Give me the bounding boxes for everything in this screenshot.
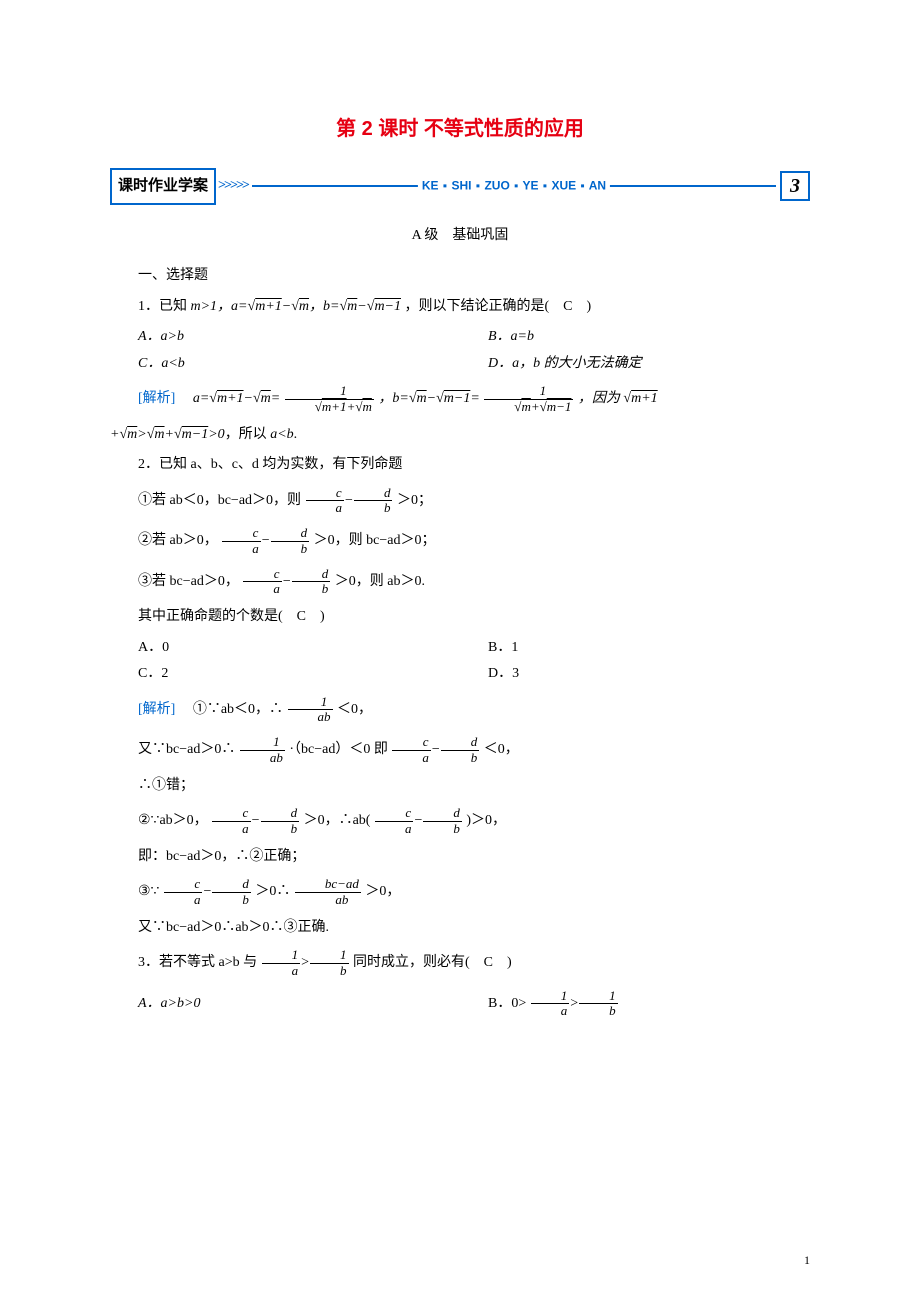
q2-a2-mid: ·（bc−ad）＜0 即 [289,742,388,757]
q2-a4-post: )＞0， [466,813,506,828]
pinyin-an: AN [589,179,606,193]
section-1-heading: 一、选择题 [110,263,810,290]
q2-a2-post: ＜0， [484,742,519,757]
q1-math: m>1，a=√m+1−√m，b=√m−√m−1 [191,299,402,314]
q2-a6: ③∵ ca−db ＞0∴ bc−adab ＞0， [110,874,810,910]
q2-p2-pre: ②若 ab＞0， [138,533,218,548]
pinyin-shi: SHI [451,179,471,193]
level-line: A 级 基础巩固 [110,223,810,250]
q2-p1-post: ＞0； [397,493,432,508]
q2-p2-mid: ＞0，则 bc−ad＞0； [314,533,436,548]
q1-stem-post: ，则以下结论正确的是( C ) [405,299,592,314]
q3-options: A．a>b>0 B．0> 1a>1b [110,986,810,1022]
q3-stem: 3．若不等式 a>b 与 1a>1b 同时成立，则必有( C ) [110,945,810,981]
pinyin-zuo: ZUO [484,179,509,193]
q1-optC: C．a<b [110,351,460,378]
bar-line: KE ▪ SHI ▪ ZUO ▪ YE ▪ XUE ▪ AN [252,185,776,187]
q3-stem-pre: 3．若不等式 a>b 与 [138,955,257,970]
q2-p3-mid: ＞0，则 ab＞0. [335,574,425,589]
q1-stem: 1．已知 m>1，a=√m+1−√m，b=√m−√m−1 ，则以下结论正确的是(… [110,294,810,321]
q2-optD: D．3 [460,661,810,688]
q2-a1-pre: ①∵ab＜0，∴ [179,702,283,717]
analysis-label: [解析] [138,391,175,406]
q2-a6-post: ＞0， [365,884,400,899]
bar-pinyin: KE ▪ SHI ▪ ZUO ▪ YE ▪ XUE ▪ AN [418,175,610,198]
chevrons-icon: >>>>> [218,173,248,200]
q1-optD: D．a，b 的大小无法确定 [460,351,810,378]
bar-left: 课时作业学案 >>>>> [110,168,248,205]
q1-optB: B．a=b [460,324,810,351]
q2-a7: 又∵bc−ad＞0∴ab＞0∴③正确. [110,915,810,942]
q2-a6-pre: ③∵ [138,884,159,899]
section-bar: 课时作业学案 >>>>> KE ▪ SHI ▪ ZUO ▪ YE ▪ XUE ▪… [110,168,810,205]
q2-a4-mid: ＞0，∴ab( [304,813,371,828]
q1-analysis-1: [解析] a=√m+1−√m= 1√m+1+√m ，b=√m−√m−1= 1√m… [110,381,810,417]
q2-p3-pre: ③若 bc−ad＞0， [138,574,239,589]
q2-optC: C．2 [110,661,460,688]
q2-optA: A．0 [110,635,460,662]
q2-a2: 又∵bc−ad＞0∴ 1ab ·（bc−ad）＜0 即 ca−db ＜0， [110,732,810,768]
q3-optB-pre: B．0> [488,996,526,1011]
q2-a6-mid: ＞0∴ [255,884,290,899]
bar-right-num: 3 [780,171,810,201]
q2-p2: ②若 ab＞0， ca−db ＞0，则 bc−ad＞0； [110,523,810,559]
q2-optB: B．1 [460,635,810,662]
q2-a1-post: ＜0， [337,702,372,717]
q1-an-text: a=√m+1−√m= 1√m+1+√m ，b=√m−√m−1= 1√m+√m−1… [179,391,658,406]
q2-a4: ②∵ab＞0， ca−db ＞0，∴ab( ca−db )＞0， [110,803,810,839]
bar-left-label: 课时作业学案 [110,168,216,205]
pinyin-ke: KE [422,179,439,193]
q3-optB: B．0> 1a>1b [460,986,810,1022]
q2-a1: [解析] ①∵ab＜0，∴ 1ab ＜0， [110,692,810,728]
q2-p3: ③若 bc−ad＞0， ca−db ＞0，则 ab＞0. [110,564,810,600]
q1-options: A．a>b B．a=b C．a<b D．a，b 的大小无法确定 [110,324,810,377]
q2-a2-pre: 又∵bc−ad＞0∴ [138,742,235,757]
pinyin-xue: XUE [552,179,577,193]
q2-a3: ∴①错； [110,773,810,800]
q2-p1: ①若 ab＜0，bc−ad＞0，则 ca−db ＞0； [110,483,810,519]
page-number: 1 [804,1249,810,1272]
q2-options: A．0 B．1 C．2 D．3 [110,635,810,688]
q1-optA: A．a>b [110,324,460,351]
q2-p1-pre: ①若 ab＜0，bc−ad＞0，则 [138,493,301,508]
q2-stem: 2．已知 a、b、c、d 均为实数，有下列命题 [110,452,810,479]
q1-analysis-2: +√m>√m+√m−1>0，所以 a<b. [110,422,810,449]
pinyin-ye: YE [523,179,539,193]
q3-optA: A．a>b>0 [110,986,460,1022]
lesson-title: 第 2 课时 不等式性质的应用 [110,110,810,148]
q2-count: 其中正确命题的个数是( C ) [110,604,810,631]
q2-a5: 即：bc−ad＞0，∴②正确； [110,844,810,871]
q1-stem-pre: 1．已知 [138,299,191,314]
q3-stem-post: 同时成立，则必有( C ) [353,955,512,970]
q2-a4-pre: ②∵ab＞0， [138,813,208,828]
analysis-label-2: [解析] [138,702,175,717]
